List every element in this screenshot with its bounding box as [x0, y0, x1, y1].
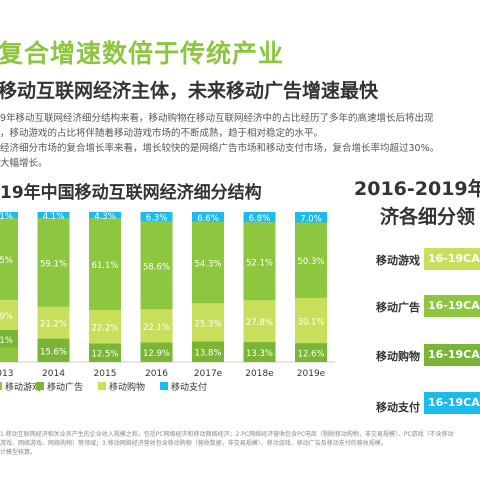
legend-swatch-3 [160, 382, 168, 390]
data-label-2017e-2: 25.3% [194, 319, 221, 329]
bar-segment-2013-3 [0, 218, 18, 300]
data-label-2018e-4: 6.8% [249, 214, 271, 224]
bar-segment-2013-1 [0, 329, 18, 348]
bar-segment-2015-4 [89, 211, 121, 219]
data-label-2013-3: 4.5% [0, 256, 13, 266]
x-tick-2019e: 2019e [297, 369, 326, 379]
data-label-2015-4: 4.3% [94, 212, 116, 222]
legend-label-2: 移动购物 [109, 381, 145, 393]
data-label-2018e-1: 13.3% [246, 349, 273, 359]
data-label-2015-1: 12.5% [91, 350, 118, 360]
stacked-bar-chart: 2.1% 9.9% 4.5% 4.1% 15.6% 21.2% 59.1% 4.1% 12.5%… [0, 211, 335, 393]
bar-segment-2016-3 [140, 221, 173, 310]
bar-segment-2017e-4 [192, 212, 224, 222]
footnote-line-2: 游戏、网络游戏、网络购物）等领域；3.移动网络经济营收包含移动购物（营收数据，非… [0, 440, 387, 447]
bar-segment-2014-4 [37, 212, 70, 219]
legend-swatch-0 [0, 382, 2, 390]
cagr-badge-ad: 16-19CAG [424, 295, 480, 317]
data-label-2016-3: 58.6% [143, 262, 170, 272]
x-tick-2016: 2016 [145, 369, 168, 379]
bar-segment-2013-2 [0, 299, 18, 330]
data-label-2015-2: 22.2% [91, 324, 118, 334]
bar-segment-2013-4 [0, 212, 18, 219]
data-label-2017e-1: 13.8% [194, 349, 221, 359]
bar-segment-2016-4 [140, 212, 173, 222]
legend-label-3: 移动支付 [171, 381, 207, 393]
cagr-badge-game: 16-19CAG [424, 248, 480, 270]
data-label-2016-2: 22.1% [143, 323, 170, 333]
data-label-2016-1: 12.9% [143, 349, 170, 359]
cagr-label-ad: 移动广告 [376, 301, 420, 314]
data-label-2019e-2: 30.1% [297, 318, 324, 328]
right-panel-title-line-1: 2016-2019年 [354, 178, 480, 200]
bar-segment-2019e-3 [295, 222, 327, 298]
bar-segment-2015-1 [89, 343, 121, 362]
page-headline: 复合增速数倍于传统产业 [0, 39, 285, 68]
bar-segment-2014-3 [37, 218, 70, 307]
bar-segment-2015-2 [89, 309, 121, 344]
bar-segment-2016-1 [140, 342, 173, 362]
data-label-2017e-3: 54.3% [194, 260, 221, 270]
legend-label-1: 移动广告 [47, 381, 83, 393]
cagr-badge-payment: 16-19CAG [424, 392, 480, 414]
bar-segment-2019e-4 [295, 212, 327, 223]
bar-segment-2017e-2 [192, 303, 224, 342]
paragraph-line-4: 大幅增长。 [0, 158, 48, 169]
x-tick-2013: 2013 [0, 369, 13, 379]
data-label-2013-2: 9.9% [0, 312, 13, 322]
right-panel-title-line-2: 济各细分领 [380, 206, 476, 228]
data-label-2018e-3: 52.1% [246, 258, 273, 268]
bar-segment-2018e-1 [243, 342, 276, 362]
data-label-2016-4: 6.3% [146, 214, 168, 224]
paragraph-line-2: ，移动游戏的占比将伴随着移动游戏市场的不断成熟，趋于相对稳定的水平。 [0, 128, 324, 139]
bar-segment-2018e-2 [243, 300, 276, 343]
bar-segment-2017e-1 [192, 341, 224, 362]
legend-label-0: 移动游戏 [5, 381, 41, 393]
data-label-2013-4: 4.1% [0, 212, 13, 222]
data-label-2019e-4: 7.0% [300, 214, 322, 224]
data-label-2014-1: 15.6% [40, 347, 67, 357]
cagr-badge-shopping: 16-19CA [424, 344, 480, 366]
data-label-2014-4: 4.1% [43, 212, 65, 222]
cagr-label-shopping: 移动购物 [376, 350, 420, 363]
data-label-2018e-2: 27.8% [246, 318, 273, 328]
legend-swatch-2 [98, 382, 106, 390]
bar-segment-2016-2 [140, 309, 173, 343]
bar-segment-2019e-1 [295, 343, 327, 362]
bar-segment-2015-3 [89, 218, 121, 310]
data-label-2014-2: 21.2% [40, 320, 67, 330]
bar-segment-2017e-3 [192, 221, 224, 304]
paragraph-line-3: 经济细分市场的复合增长率来看，增长较快的是网络广告市场和移动支付市场，复合增长率… [0, 143, 440, 154]
x-tick-2018e: 2018e [245, 369, 274, 379]
chart-title: 19年中国移动互联网经济细分结构 [0, 183, 262, 203]
bar-segment-2014-1 [37, 338, 70, 362]
legend-swatch-1 [36, 382, 44, 390]
footnote-line-1: 1.移动互联网经济相关业务产生的企业收入规模之和，包括PC网络经济和移动网络经济… [0, 431, 454, 438]
data-label-2019e-1: 12.6% [297, 350, 324, 360]
footnote-line-3: 计模型核算。 [0, 449, 37, 456]
data-label-2014-3: 59.1% [40, 259, 67, 269]
data-label-2017e-4: 6.6% [197, 214, 219, 224]
data-label-2013-1: 2.1% [0, 336, 13, 346]
data-label-2015-3: 61.1% [91, 261, 118, 271]
bar-segment-2018e-4 [243, 212, 276, 223]
x-tick-2014: 2014 [42, 369, 65, 379]
bar-segment-2014-2 [37, 306, 70, 339]
page-subheadline: 移动互联网经济主体，未来移动广告增速最快 [0, 80, 379, 102]
bar-segment-2018e-3 [243, 222, 276, 301]
bar-segment-2019e-2 [295, 297, 327, 344]
data-label-2019e-3: 50.3% [297, 257, 324, 267]
footnote: 1.移动互联网经济相关业务产生的企业收入规模之和，包括PC网络经济和移动网络经济… [0, 430, 480, 457]
x-tick-2017e: 2017e [194, 369, 223, 379]
x-tick-2015: 2015 [94, 369, 117, 379]
cagr-label-game: 移动游戏 [376, 254, 420, 267]
bar-segment-2013-0 [0, 347, 18, 362]
paragraph-line-1: 9年移动互联网经济细分结构来看，移动购物在移动互联网经济中的占比经历了多年的高速… [0, 113, 434, 124]
cagr-label-payment: 移动支付 [376, 401, 420, 414]
